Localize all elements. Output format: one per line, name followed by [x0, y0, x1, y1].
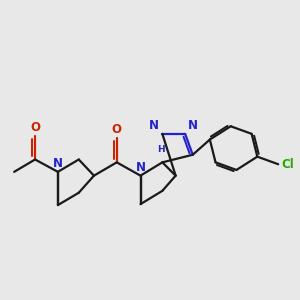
Text: O: O	[30, 121, 40, 134]
Text: N: N	[53, 157, 63, 170]
Text: N: N	[136, 161, 146, 174]
Text: N: N	[188, 119, 198, 132]
Text: N: N	[148, 119, 158, 132]
Text: O: O	[112, 123, 122, 136]
Text: Cl: Cl	[281, 158, 294, 171]
Text: H: H	[157, 145, 164, 154]
